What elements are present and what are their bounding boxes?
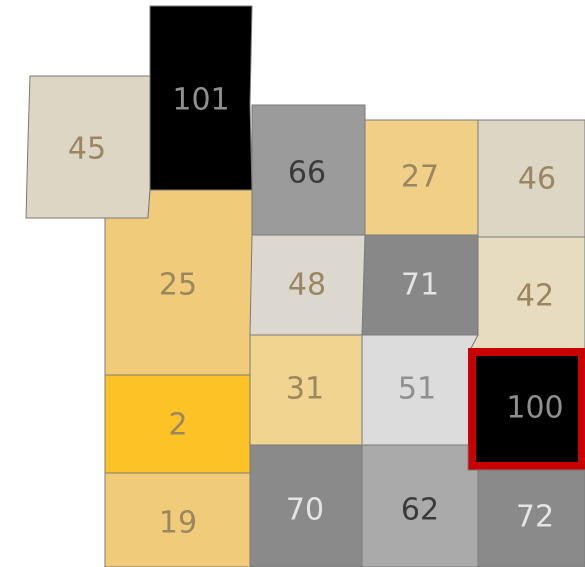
- county-label: 72: [516, 500, 554, 535]
- county-label: 66: [288, 156, 326, 191]
- selected-county[interactable]: [468, 348, 585, 470]
- county-label: 31: [286, 372, 324, 407]
- county[interactable]: [104, 472, 251, 567]
- county[interactable]: [249, 444, 363, 567]
- county-label: 25: [159, 268, 197, 303]
- county-label: 46: [518, 162, 556, 197]
- county-label: 48: [288, 268, 326, 303]
- county-label: 27: [401, 160, 439, 195]
- county[interactable]: [477, 119, 585, 238]
- county-label: 70: [286, 493, 324, 528]
- labels: 45 101 66 27 46 25 48 71 42 2 31 51 100 …: [68, 83, 564, 541]
- county[interactable]: [149, 5, 253, 191]
- regions: [25, 5, 585, 567]
- county-label: 2: [168, 408, 187, 443]
- county[interactable]: [477, 469, 585, 567]
- county-label: 19: [159, 506, 197, 541]
- county-label: 42: [516, 279, 554, 314]
- county-label: 51: [398, 372, 436, 407]
- county-label: 101: [172, 83, 229, 118]
- county-label: 62: [401, 493, 439, 528]
- county-label: 100: [506, 391, 563, 426]
- county-label: 71: [401, 268, 439, 303]
- county-label: 45: [68, 132, 106, 167]
